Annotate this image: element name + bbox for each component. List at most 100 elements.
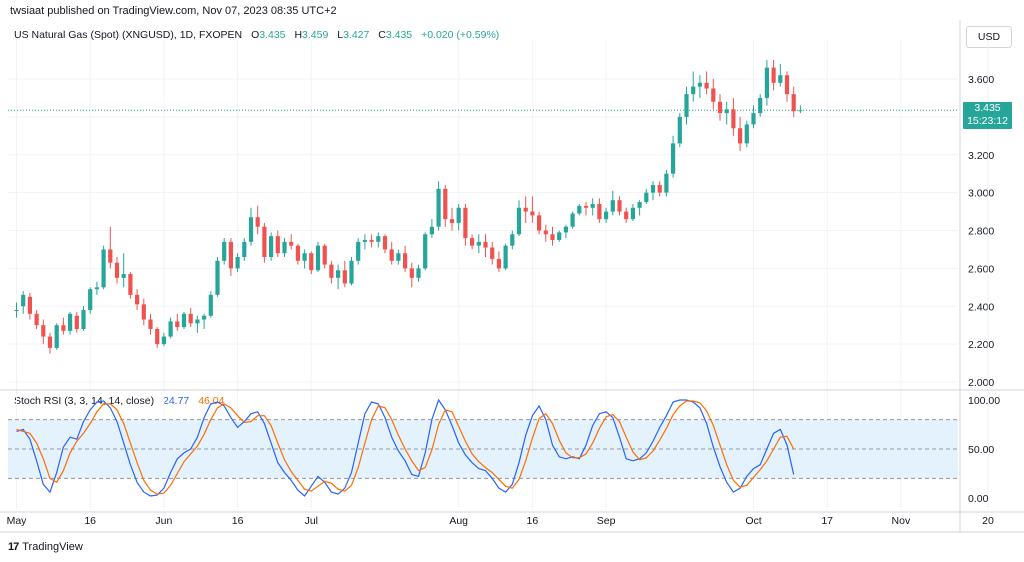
candle-body: [302, 253, 307, 261]
candle-body: [637, 202, 642, 208]
time-tick-label: Nov: [892, 515, 911, 527]
candle-body: [94, 287, 99, 290]
close-label: C: [378, 29, 386, 41]
candle-body: [476, 241, 481, 246]
change-value: +0.020 (+0.59%): [421, 29, 500, 41]
candle-body: [583, 205, 589, 208]
candle-body: [181, 313, 187, 328]
candle-body: [751, 113, 756, 125]
candle-body: [764, 67, 769, 98]
stoch-k-line: [16, 398, 795, 497]
candle-body: [657, 185, 662, 193]
candle-body: [161, 336, 166, 345]
candle-body: [798, 110, 803, 112]
candle-body: [262, 226, 267, 258]
candle-body: [74, 315, 79, 329]
candle-body: [349, 260, 354, 284]
candle-body: [255, 217, 260, 227]
candle-body: [208, 294, 213, 316]
candle-body: [684, 94, 689, 117]
candle-body: [202, 315, 207, 320]
stoch-tick-label: 50.00: [968, 444, 994, 456]
candle-body: [503, 245, 508, 269]
candle-body: [791, 94, 796, 112]
time-tick-label: 16: [84, 515, 96, 527]
candle-body: [47, 336, 53, 348]
candle-body: [664, 173, 669, 193]
candle-body: [697, 82, 702, 87]
indicator-legend: Stoch RSI (3, 3, 14, 14, close) 24.77 46…: [14, 395, 224, 407]
candle-body: [342, 270, 347, 284]
candle-body: [188, 313, 193, 324]
candle-body: [650, 185, 656, 193]
candle-body: [731, 109, 736, 129]
candle-body: [315, 245, 321, 271]
candle-body: [135, 294, 140, 305]
candle-body: [677, 116, 682, 144]
price-tick-label: 2.200: [968, 339, 994, 351]
open-label: O: [251, 29, 260, 41]
candle-body: [54, 325, 59, 348]
candle-body: [624, 211, 629, 220]
candle-body: [195, 319, 200, 324]
time-tick-label: 16: [527, 515, 539, 527]
candle-body: [148, 319, 153, 329]
price-tick-label: 2.000: [968, 377, 994, 389]
candle-body: [717, 101, 723, 114]
published-caption: twsiaat published on TradingView.com, No…: [10, 5, 337, 17]
time-tick-label: May: [7, 515, 28, 527]
last-price-value: 3.435: [974, 102, 1001, 114]
candle-body: [778, 75, 783, 83]
high-value: 3.459: [302, 29, 329, 41]
candle-body: [436, 188, 441, 227]
candle-body: [235, 257, 240, 269]
candle-body: [543, 230, 548, 235]
k-value: 24.77: [163, 395, 190, 407]
stoch-tick-label: 0.00: [968, 493, 989, 505]
candle-body: [429, 226, 434, 235]
currency-button[interactable]: USD: [966, 26, 1012, 48]
candle-body: [617, 200, 622, 212]
candle-body: [496, 258, 501, 269]
time-tick-label: Sep: [597, 515, 616, 527]
candle-body: [275, 236, 280, 254]
candle-body: [88, 289, 93, 311]
candle-body: [175, 321, 180, 328]
candle-body: [563, 226, 568, 233]
time-tick-label: Aug: [449, 515, 468, 527]
candle-body: [329, 264, 334, 278]
candle-body: [228, 241, 233, 269]
candle-body: [784, 75, 790, 95]
candle-body: [630, 207, 635, 220]
candle-body: [322, 245, 327, 265]
candle-body: [369, 239, 374, 242]
candle-body: [758, 97, 763, 114]
open-value: 3.435: [259, 29, 286, 41]
candle-body: [711, 88, 716, 102]
candle-body: [155, 328, 160, 345]
candle-body: [550, 234, 555, 240]
candle-body: [61, 325, 66, 331]
candle-body: [289, 241, 294, 246]
candle-body: [108, 249, 113, 263]
candle-body: [389, 249, 394, 261]
low-value: 3.427: [343, 29, 370, 41]
last-price-tag: 3.435 15:23:12: [963, 102, 1012, 129]
stoch-d-line: [16, 400, 795, 495]
candle-body: [604, 211, 609, 220]
stoch-tick-label: 100.00: [968, 395, 1000, 407]
time-tick-label: 20: [982, 515, 994, 527]
candle-body: [14, 310, 19, 312]
candle-body: [671, 143, 676, 174]
candle-body: [416, 268, 421, 278]
symbol-legend: US Natural Gas (Spot) (XNGUSD), 1D, FXOP…: [14, 29, 499, 41]
price-tick-label: 3.000: [968, 188, 994, 200]
countdown: 15:23:12: [967, 115, 1008, 127]
price-tick-label: 3.600: [968, 74, 994, 86]
candle-body: [590, 203, 595, 208]
candle-body: [101, 249, 106, 288]
candle-body: [470, 238, 475, 246]
candle-body: [409, 268, 414, 278]
price-tick-label: 2.800: [968, 226, 994, 238]
